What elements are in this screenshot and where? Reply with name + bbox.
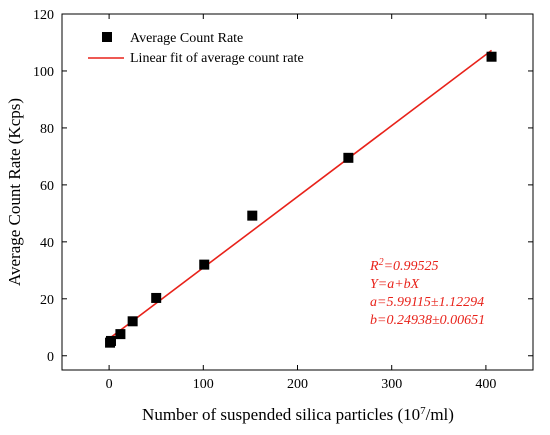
r-squared-text: R2=0.99525 (369, 257, 439, 274)
x-tick-label: 100 (193, 377, 214, 392)
data-point (343, 152, 354, 163)
fit-line (108, 49, 493, 340)
data-point (486, 51, 497, 62)
y-tick-label: 60 (40, 179, 54, 194)
y-tick-label: 100 (33, 65, 54, 80)
x-tick-label: 200 (287, 377, 308, 392)
legend: Average Count Rate Linear fit of average… (88, 31, 304, 66)
y-tick-label: 0 (47, 350, 54, 365)
axis-ticks: 0 100 200 300 400 0 20 40 60 80 100 120 (33, 8, 533, 392)
equation-text: Y=a+bX (370, 277, 420, 292)
data-point (247, 210, 258, 221)
a-value-text: a=5.99115±1.12294 (370, 295, 484, 310)
legend-label-scatter: Average Count Rate (130, 31, 243, 46)
data-point (127, 316, 138, 327)
data-point (105, 335, 116, 346)
legend-marker-scatter (102, 32, 112, 42)
y-axis-title: Average Count Rate (Kcps) (5, 98, 24, 286)
y-tick-label: 20 (40, 293, 54, 308)
data-point (115, 329, 126, 340)
data-point (199, 259, 210, 270)
fit-line-group (108, 49, 493, 340)
fit-annotation: R2=0.99525 Y=a+bX a=5.99115±1.12294 b=0.… (369, 257, 485, 328)
y-tick-label: 40 (40, 236, 54, 251)
x-tick-label: 0 (106, 377, 113, 392)
x-axis-title: Number of suspended silica particles (10… (142, 405, 454, 424)
legend-label-fit: Linear fit of average count rate (130, 51, 304, 66)
data-points-group (105, 51, 497, 348)
x-tick-label: 300 (381, 377, 402, 392)
data-point (151, 292, 162, 303)
x-tick-label: 400 (475, 377, 496, 392)
b-value-text: b=0.24938±0.00651 (370, 313, 485, 328)
y-tick-label: 120 (33, 8, 54, 23)
y-tick-label: 80 (40, 122, 54, 137)
